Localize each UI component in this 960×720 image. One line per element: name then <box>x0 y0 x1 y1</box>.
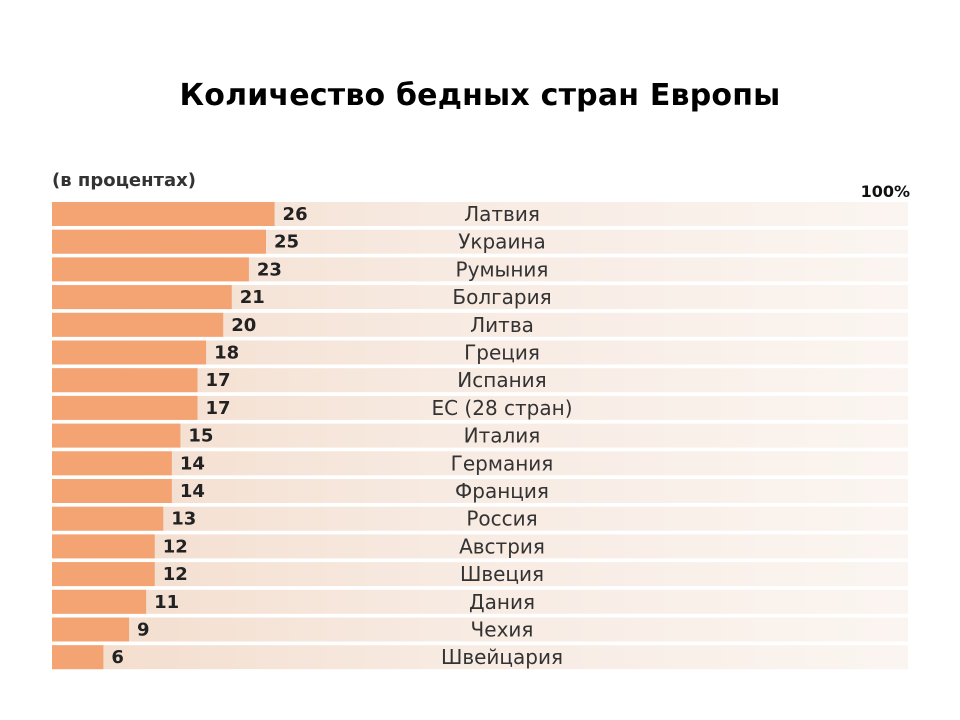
row-background <box>52 506 908 531</box>
bar <box>52 645 104 670</box>
category-label: Франция <box>455 479 549 503</box>
value-label: 14 <box>180 453 205 474</box>
bar <box>52 506 164 531</box>
bar <box>52 257 249 282</box>
row-background <box>52 451 908 476</box>
category-label: Литва <box>470 313 534 337</box>
value-label: 21 <box>240 287 265 308</box>
value-label: 6 <box>111 647 124 668</box>
value-label: 12 <box>163 536 188 557</box>
bar <box>52 340 207 365</box>
row-background <box>52 534 908 559</box>
category-label: Италия <box>464 424 541 448</box>
value-label: 25 <box>274 232 299 253</box>
chart-subtitle: (в процентах) <box>52 170 196 191</box>
category-label: Швеция <box>460 562 544 586</box>
value-label: 17 <box>206 398 231 419</box>
category-label: Болгария <box>452 285 551 309</box>
bar <box>52 395 198 420</box>
bar <box>52 451 172 476</box>
category-label: Чехия <box>471 618 534 642</box>
category-label: Дания <box>469 590 535 614</box>
value-label: 13 <box>171 509 196 530</box>
row-background <box>52 479 908 503</box>
page-title: Количество бедных стран Европы <box>179 78 781 113</box>
row-background <box>52 589 908 614</box>
bar <box>52 534 155 559</box>
bar <box>52 562 155 587</box>
category-label: Украина <box>458 230 546 254</box>
value-label: 26 <box>283 204 308 225</box>
value-label: 9 <box>137 620 150 641</box>
bar <box>52 285 232 310</box>
bar <box>52 229 266 254</box>
category-label: Россия <box>466 507 537 531</box>
category-label: Греция <box>464 341 540 365</box>
value-label: 18 <box>214 343 239 364</box>
bar <box>52 589 147 614</box>
category-label: Австрия <box>459 534 545 558</box>
value-label: 14 <box>180 481 205 502</box>
bar <box>52 423 181 448</box>
bar <box>52 312 224 337</box>
bar-chart-svg: 26 Латвия 25 Украина 23 Румыния 21 Болгария 20 Ли… <box>52 202 908 670</box>
bar <box>52 202 275 226</box>
category-label: Испания <box>457 368 546 392</box>
bar <box>52 479 172 503</box>
value-label: 15 <box>188 426 213 447</box>
category-label: Румыния <box>456 257 549 281</box>
category-label: Германия <box>451 451 554 475</box>
bar <box>52 368 198 393</box>
category-label: Швейцария <box>441 645 563 669</box>
value-label: 17 <box>206 370 231 391</box>
row-background <box>52 423 908 448</box>
bar <box>52 617 130 642</box>
category-label: ЕС (28 стран) <box>431 396 572 420</box>
value-label: 11 <box>154 592 179 613</box>
value-label: 23 <box>257 259 282 280</box>
row-background <box>52 645 908 670</box>
row-background <box>52 617 908 642</box>
value-label: 12 <box>163 564 188 585</box>
category-label: Латвия <box>464 202 540 226</box>
axis-max-label: 100% <box>860 182 910 201</box>
row-background <box>52 562 908 587</box>
value-label: 20 <box>231 315 256 336</box>
bar-chart: 26 Латвия 25 Украина 23 Румыния 21 Болгария 20 Ли… <box>52 170 912 680</box>
